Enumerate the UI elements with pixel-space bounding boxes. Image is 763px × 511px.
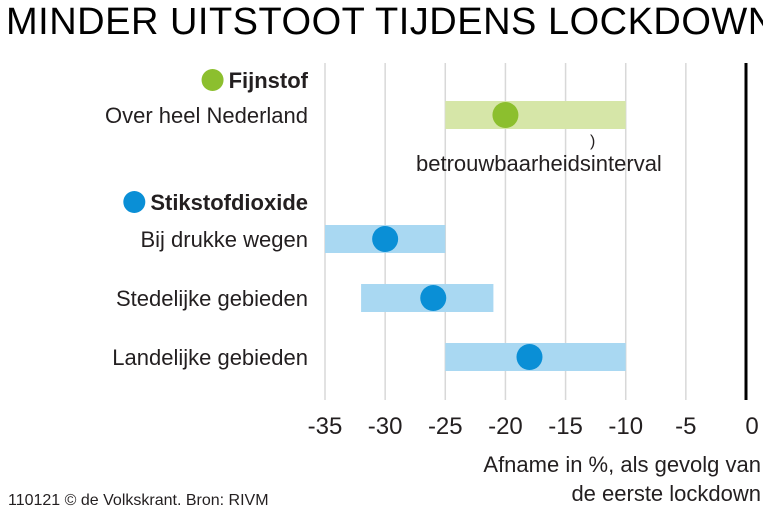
x-tick-label: -35: [308, 413, 343, 440]
value-dots: [372, 102, 543, 370]
category-label: Stedelijke gebieden: [116, 286, 308, 311]
x-tick-label: -10: [608, 413, 643, 440]
x-tick-label: -20: [488, 413, 523, 440]
interval-bar: [445, 101, 626, 129]
category-labels: Fijnstof Over heel Nederland Stikstofdioxi…: [105, 68, 309, 370]
x-tick-label: 0: [745, 413, 758, 440]
category-label: Bij drukke wegen: [140, 227, 308, 252]
interval-annotation: betrouwbaarheidsinterval: [416, 151, 662, 176]
value-dot: [516, 344, 543, 370]
chart-title: MINDER UITSTOOT TIJDENS LOCKDOWN: [6, 1, 763, 43]
group-legend-dot: [201, 69, 224, 91]
x-tick-label: -30: [368, 413, 403, 440]
x-tick-label: -25: [428, 413, 463, 440]
interval-bars: [325, 101, 626, 371]
group-legend-dot: [123, 191, 146, 213]
source-credit: 110121 © de Volkskrant. Bron: RIVM: [8, 492, 269, 509]
x-tick-label: -5: [675, 413, 696, 440]
value-dot: [492, 102, 519, 128]
group-header: Stikstofdioxide: [150, 190, 308, 215]
value-dot: [372, 226, 399, 252]
x-axis-label-line-2: de eerste lockdown: [571, 481, 761, 506]
group-header: Fijnstof: [229, 68, 309, 93]
category-label: Over heel Nederland: [105, 103, 308, 128]
value-dot: [420, 285, 447, 311]
category-label: Landelijke gebieden: [112, 345, 308, 370]
annotation-bracket: ): [590, 133, 595, 150]
x-tick-label: -15: [548, 413, 583, 440]
x-axis-label-line-1: Afname in %, als gevolg van: [483, 452, 761, 477]
x-tick-labels: -35 -30 -25 -20 -15 -10 -5 0: [308, 413, 759, 440]
